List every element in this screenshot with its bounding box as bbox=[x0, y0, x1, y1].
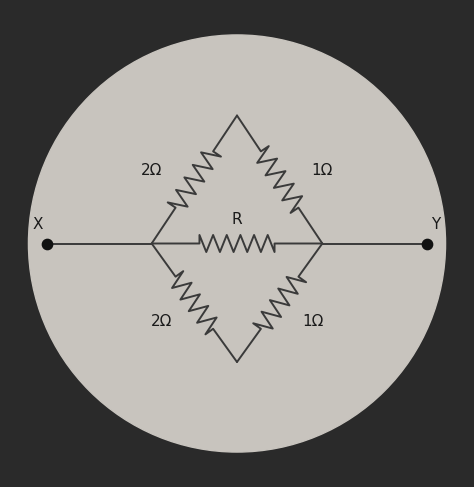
Point bbox=[44, 240, 51, 247]
Point bbox=[423, 240, 430, 247]
Circle shape bbox=[28, 35, 446, 452]
Text: 2Ω: 2Ω bbox=[150, 314, 172, 329]
Text: Y: Y bbox=[431, 217, 441, 232]
Text: R: R bbox=[232, 212, 242, 227]
Text: 2Ω: 2Ω bbox=[141, 163, 163, 178]
Text: 1Ω: 1Ω bbox=[302, 314, 324, 329]
Text: 1Ω: 1Ω bbox=[311, 163, 333, 178]
Text: X: X bbox=[33, 217, 43, 232]
